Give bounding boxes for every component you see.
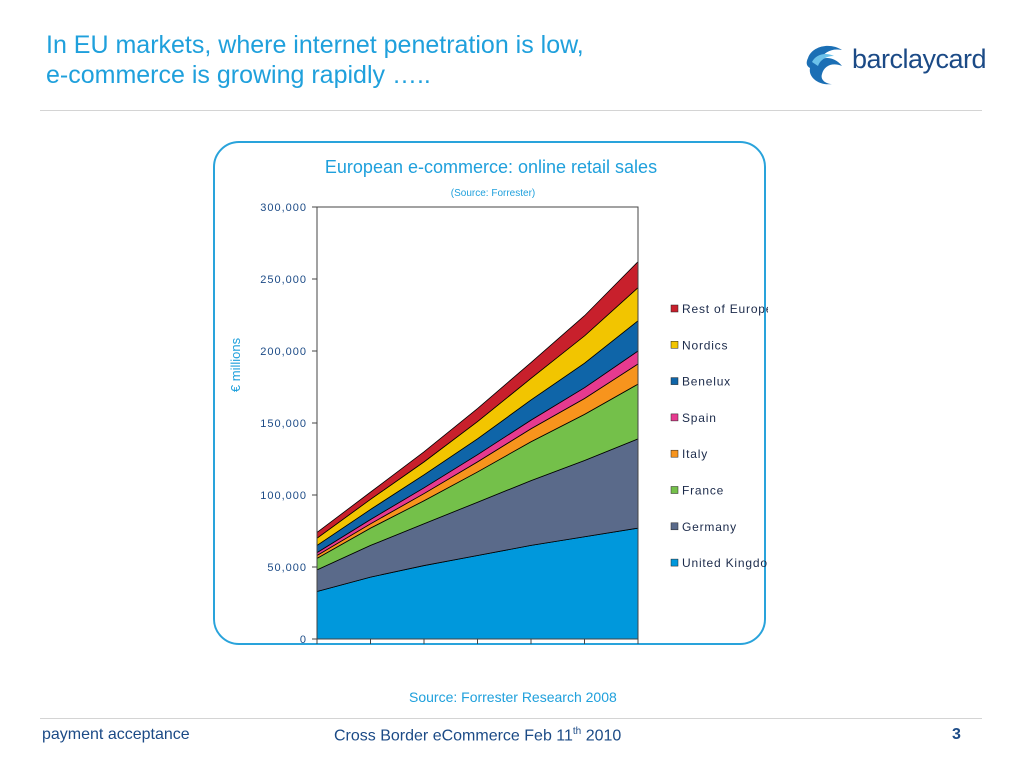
legend-swatch-italy (670, 449, 679, 458)
source-note: Source: Forrester Research 2008 (409, 689, 617, 705)
y-tick-label: 150,000 (260, 418, 307, 430)
y-tick-label: 50,000 (267, 562, 307, 574)
legend-label-nordics: Nordics (682, 338, 728, 352)
legend-swatch-rest-of-europe (670, 304, 679, 313)
footer-section-label: payment acceptance (42, 726, 190, 743)
legend-label-united-kingdom: United Kingdom (682, 556, 768, 570)
y-tick-label: 200,000 (260, 346, 307, 358)
chart-subtitle: (Source: Forrester) (451, 188, 535, 199)
legend-label-germany: Germany (682, 520, 737, 534)
chart-frame: European e-commerce: online retail sales… (213, 141, 768, 646)
legend-swatch-france (670, 486, 679, 494)
legend-label-benelux: Benelux (682, 375, 731, 389)
chart-title: European e-commerce: online retail sales (325, 157, 657, 177)
area-chart: European e-commerce: online retail sales… (228, 157, 768, 646)
y-tick-label: 250,000 (260, 274, 307, 286)
title-line-1: In EU markets, where internet penetratio… (46, 31, 584, 59)
footer-divider (40, 718, 982, 719)
y-tick-label: 0 (300, 634, 307, 646)
legend-swatch-united-kingdom (670, 558, 679, 567)
barclaycard-eagle-icon (806, 45, 842, 85)
legend-label-rest-of-europe: Rest of Europe (682, 302, 768, 316)
footer-title-prefix: Cross Border eCommerce Feb 11 (334, 727, 573, 745)
legend-label-spain: Spain (682, 411, 717, 425)
barclaycard-logo: barclaycard (802, 40, 992, 86)
header-divider (40, 110, 982, 111)
y-tick-label: 300,000 (260, 202, 307, 214)
legend-swatch-spain (670, 413, 679, 422)
legend-label-france: France (682, 484, 724, 498)
footer-presentation-title: Cross Border eCommerce Feb 11th 2010 (334, 726, 621, 745)
legend-label-italy: Italy (682, 447, 708, 461)
title-line-2: e-commerce is growing rapidly ….. (46, 61, 431, 89)
legend-swatch-benelux (670, 377, 679, 385)
footer-title-suffix: 2010 (581, 727, 622, 745)
y-axis-label: € millions (228, 337, 243, 392)
y-tick-label: 100,000 (260, 490, 307, 502)
page-number: 3 (952, 726, 961, 743)
barclaycard-wordmark: barclaycard (852, 44, 987, 74)
slide-title: In EU markets, where internet penetratio… (46, 30, 746, 90)
legend-swatch-nordics (670, 341, 679, 349)
footer-title-sup: th (572, 726, 582, 737)
legend-swatch-germany (670, 522, 679, 531)
